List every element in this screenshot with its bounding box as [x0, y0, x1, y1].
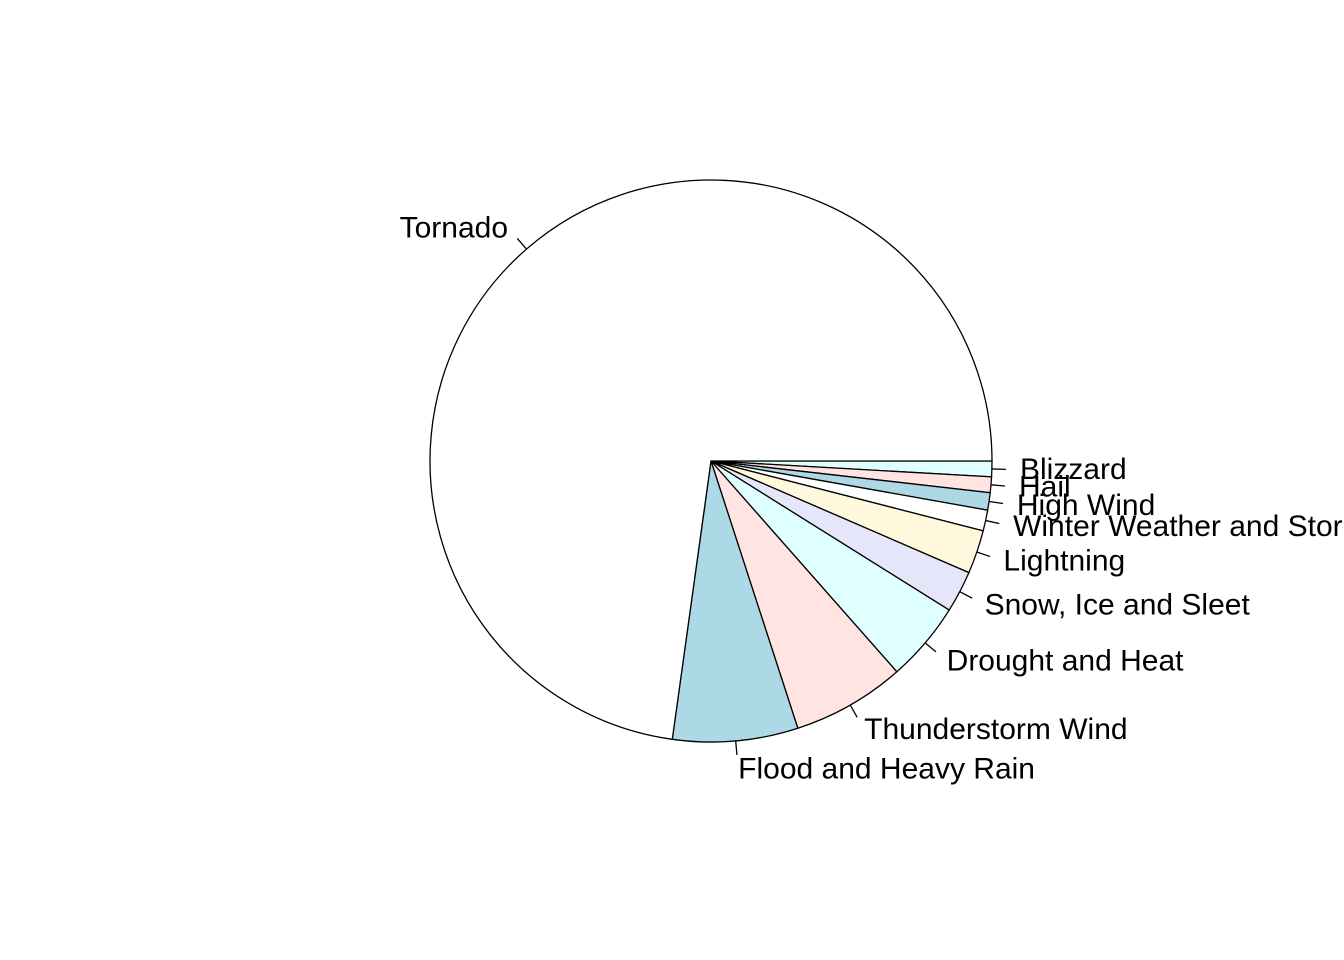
leader-line-drought-and-heat [924, 642, 937, 653]
slice-label-tornado: Tornado [400, 211, 508, 244]
slice-label-thunderstorm-wind: Thunderstorm Wind [864, 713, 1127, 746]
leader-line-tornado [516, 238, 527, 250]
pie-slice-thunderstorm-wind [710, 460, 898, 730]
slice-label-snow-ice-and-sleet: Snow, Ice and Sleet [985, 588, 1251, 621]
leader-line-hail [990, 484, 1006, 487]
leader-line-winter-weather-and-storm [985, 519, 1000, 525]
pie-slice-tornado [429, 179, 993, 741]
leader-line-lightning [976, 551, 991, 558]
leader-line-flood-and-heavy-rain [735, 740, 738, 755]
slice-label-hail: Hail [1019, 471, 1071, 504]
pie-slices [429, 179, 993, 743]
slice-label-lightning: Lightning [1003, 545, 1125, 578]
slice-label-blizzard: Blizzard [1020, 453, 1127, 486]
leader-line-high-wind [988, 500, 1004, 505]
slice-label-high-wind: High Wind [1017, 489, 1155, 522]
label-leader-lines [516, 238, 1006, 755]
slice-label-flood-and-heavy-rain: Flood and Heavy Rain [738, 752, 1035, 785]
slice-label-drought-and-heat: Drought and Heat [947, 645, 1184, 678]
leader-line-snow-ice-and-sleet [959, 591, 973, 599]
slice-label-winter-weather-and-storm: Winter Weather and Storm [1013, 510, 1344, 543]
leader-line-thunderstorm-wind [849, 704, 858, 718]
